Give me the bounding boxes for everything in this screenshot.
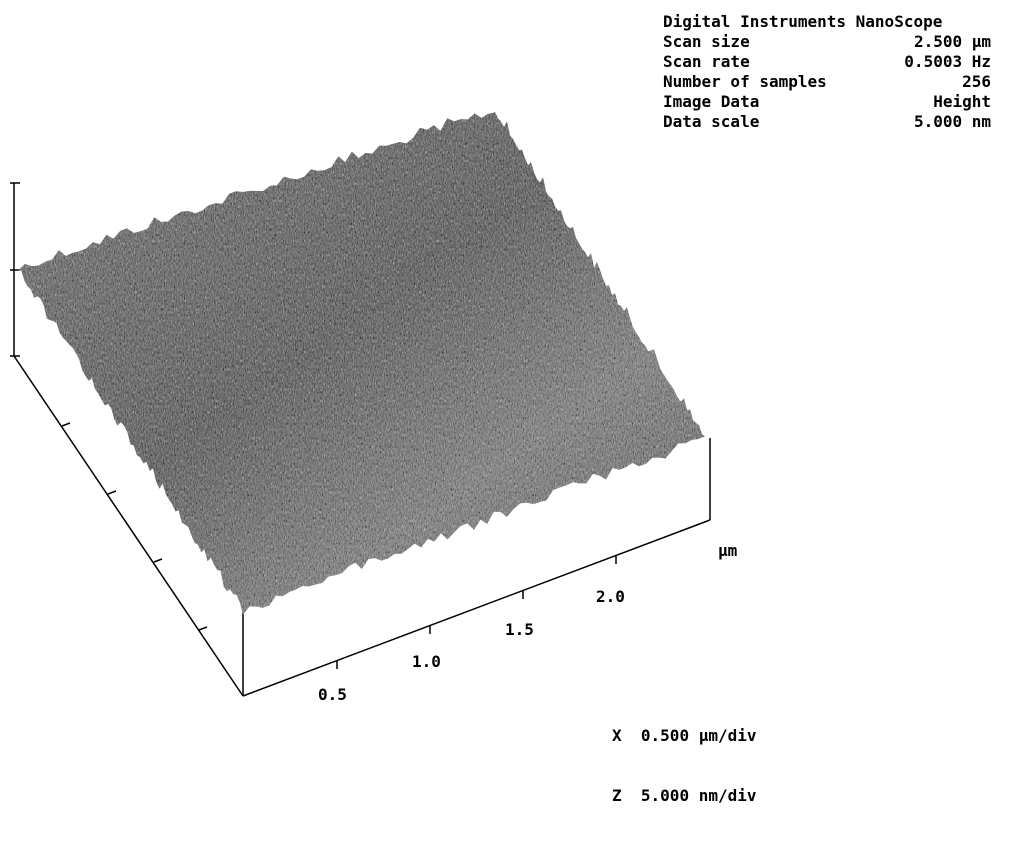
left-diagonal-axis xyxy=(13,355,244,697)
z-scale-line: Z 5.000 nm/div xyxy=(612,786,757,806)
z-scale-value: 5.000 nm/div xyxy=(640,786,757,805)
front-axis-ticks xyxy=(336,556,617,669)
axis-unit-label: µm xyxy=(718,541,738,560)
z-scale-axis: Z xyxy=(612,786,622,805)
tick-label-2-0: 2.0 xyxy=(596,587,625,606)
info-row-image-data: Image Data Height xyxy=(663,92,991,111)
info-row-scan-size: Scan size 2.500 µm xyxy=(663,32,991,51)
tick-label-0-5: 0.5 xyxy=(318,685,347,704)
z-scale-bar xyxy=(10,182,20,357)
front-axis xyxy=(242,519,711,697)
x-scale-line: X 0.500 µm/div xyxy=(612,726,757,746)
tick-label-1-5: 1.5 xyxy=(505,620,534,639)
scale-legend: X 0.500 µm/div Z 5.000 nm/div xyxy=(612,686,757,846)
left-axis-ticks xyxy=(61,422,208,631)
afm-3d-view: 0.5 1.0 1.5 2.0 µm Digital Instruments N… xyxy=(10,12,1003,805)
tick-label-1-0: 1.0 xyxy=(412,652,441,671)
surface-plot: 0.5 1.0 1.5 2.0 µm xyxy=(10,112,738,704)
info-row-data-scale: Data scale 5.000 nm xyxy=(663,112,991,131)
scan-info-panel: Digital Instruments NanoScope Scan size 2… xyxy=(663,12,1003,132)
info-row-scan-rate: Scan rate 0.5003 Hz xyxy=(663,52,991,71)
instrument-title: Digital Instruments NanoScope xyxy=(663,12,943,31)
info-row-samples: Number of samples 256 xyxy=(663,72,991,91)
base-axes xyxy=(13,355,711,697)
